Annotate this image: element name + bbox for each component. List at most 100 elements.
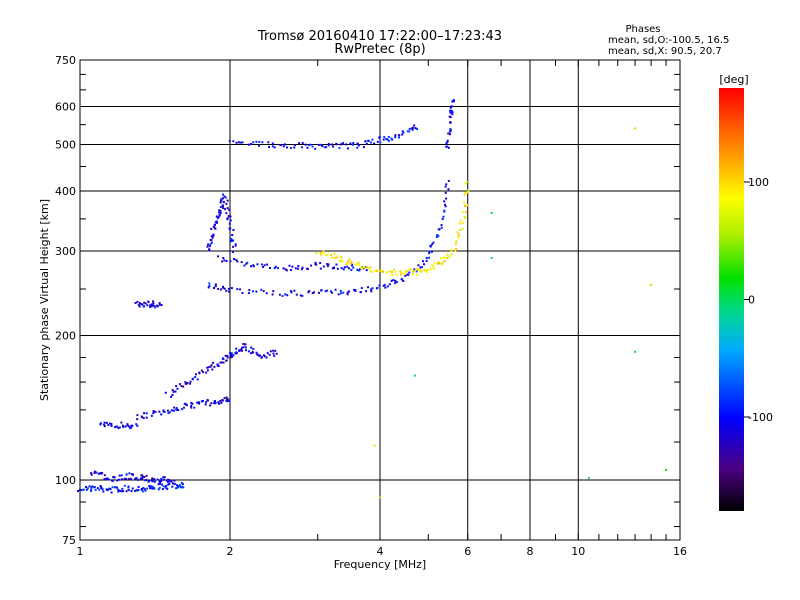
data-point [222,361,225,364]
data-point [363,266,366,269]
data-point [105,488,108,491]
data-point [103,478,106,481]
data-point [217,401,220,404]
data-point [196,378,199,381]
data-point [454,249,457,252]
data-point [143,305,146,308]
data-point [440,263,443,266]
data-point [369,266,372,269]
data-point [103,421,106,424]
colorbar [719,88,744,511]
data-point [177,409,180,412]
data-point [291,265,294,268]
data-point [317,291,320,294]
data-point [240,261,243,264]
data-point [230,240,233,243]
data-point [326,265,329,268]
data-point [182,406,185,409]
data-point [293,289,296,292]
data-point [448,130,451,133]
data-point [378,284,381,287]
data-point [326,253,329,256]
data-point [181,483,184,486]
data-point [431,264,434,267]
data-point [299,294,302,297]
data-point [99,422,102,425]
data-point [446,139,449,142]
data-point [455,242,458,245]
data-point [180,486,183,489]
colorbar-label: [deg] [719,73,748,86]
data-point [412,126,415,129]
data-point [174,390,177,393]
data-point [234,352,237,355]
data-point [152,302,155,305]
data-point [346,291,349,294]
data-point [425,270,428,273]
data-point [143,412,146,415]
data-point [383,136,386,139]
data-point [117,490,120,493]
data-point [135,423,138,426]
data-point [449,116,452,119]
data-point [357,144,360,147]
data-point [252,141,255,144]
data-point [130,490,133,493]
data-point [345,263,348,266]
data-point [190,406,193,409]
data-point [290,291,293,294]
data-point [142,417,145,420]
data-point [255,351,258,354]
data-point [196,401,199,404]
data-point [86,487,89,490]
data-point [229,227,232,230]
data-point [397,136,400,139]
data-point [149,305,152,308]
data-point [350,262,353,265]
data-point [227,215,230,218]
data-point [365,266,368,269]
data-point [437,234,440,237]
data-point [225,396,228,399]
data-point [463,193,466,196]
data-point [110,424,113,427]
data-point [443,209,446,212]
data-point [221,197,224,200]
data-point [392,268,395,271]
data-point [241,291,244,294]
data-point [239,141,242,144]
data-point [391,138,394,141]
data-point [225,202,228,205]
data-point [175,385,178,388]
data-point [373,444,376,447]
data-point [100,472,103,475]
data-point [306,146,309,149]
data-point [297,265,300,268]
data-point [222,207,225,210]
data-point [226,398,229,401]
data-point [266,352,269,355]
data-point [312,291,315,294]
data-point [178,485,181,488]
data-point [165,479,168,482]
data-point [379,496,381,499]
data-point [429,245,432,248]
data-point [417,264,420,267]
data-point [274,349,277,352]
data-point [376,140,379,143]
data-point [420,266,423,269]
data-point [308,290,311,293]
data-point [143,476,146,479]
data-point [162,478,165,481]
data-point [322,250,325,253]
data-point [235,141,238,144]
data-point [144,302,147,305]
data-point [332,145,335,148]
data-point [379,141,382,144]
data-point [143,301,146,304]
data-point [348,258,351,261]
data-point [227,398,230,401]
data-point [204,403,207,406]
data-point [189,380,192,383]
